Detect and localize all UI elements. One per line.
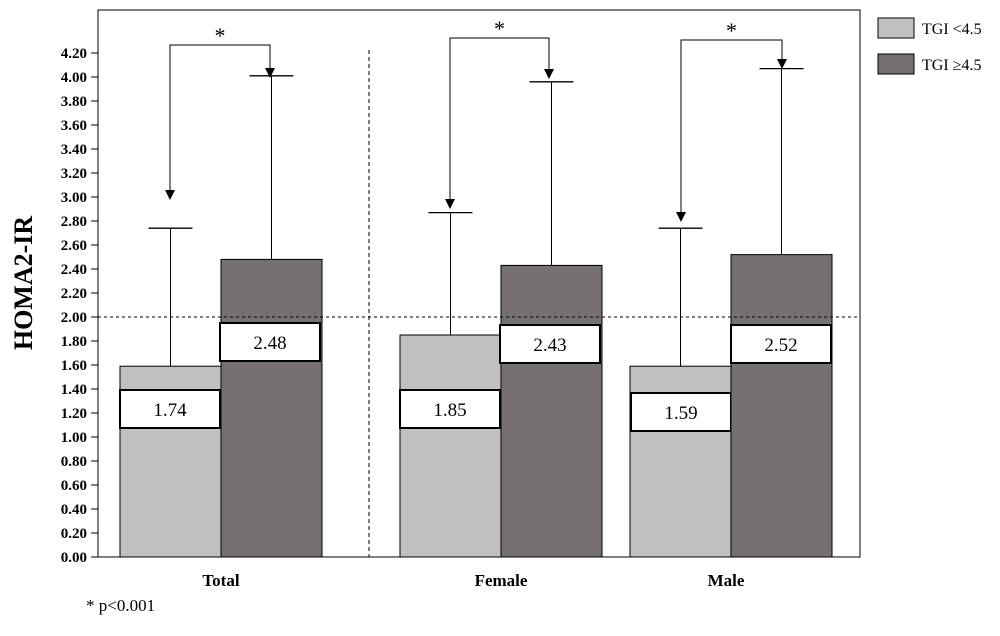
- bar-tgi-high-male: [730, 254, 833, 558]
- arrowhead-icon: [544, 69, 554, 79]
- y-tick-label: 1.80: [61, 334, 87, 350]
- arrowhead-icon: [676, 212, 686, 222]
- value-label: 1.59: [664, 403, 697, 424]
- value-label-box: [119, 389, 221, 429]
- y-tick-label: 2.00: [61, 310, 87, 326]
- arrowhead-icon: [165, 190, 175, 200]
- significance-marker: *: [726, 18, 737, 43]
- y-tick-label: 2.40: [61, 262, 87, 278]
- y-axis-title: HOMA2-IR: [9, 216, 38, 351]
- y-tick-label: 0.80: [61, 454, 87, 470]
- y-tick-label: 4.20: [61, 46, 87, 62]
- footnote: * p<0.001: [86, 596, 155, 615]
- plot-area: 0.00 0.20 0.40 0.60 0.80 1.00 1.20 1.40 1.60 1.80…: [61, 9, 861, 590]
- significance-marker: *: [215, 23, 226, 48]
- bar-tgi-low-female: [399, 334, 502, 558]
- y-tick-label: 1.00: [61, 430, 87, 446]
- y-tick-label: 3.40: [61, 142, 87, 158]
- legend-swatch: [877, 17, 915, 39]
- value-label-box: [499, 324, 601, 364]
- legend-swatch: [877, 53, 915, 75]
- value-label: 1.74: [153, 400, 187, 421]
- y-tick-label: 3.60: [61, 118, 87, 134]
- y-tick-label: 2.20: [61, 286, 87, 302]
- arrowhead-icon: [777, 59, 787, 69]
- value-label-box: [219, 322, 321, 362]
- value-label-box: [730, 324, 832, 364]
- y-tick-label: 0.00: [61, 550, 87, 566]
- y-tick-label: 2.60: [61, 238, 87, 254]
- value-label-box: [399, 389, 501, 429]
- y-tick-label: 0.60: [61, 478, 87, 494]
- value-label: 1.85: [433, 400, 466, 421]
- legend-label: TGI <4.5: [922, 21, 982, 38]
- legend-label: TGI ≥4.5: [922, 57, 981, 74]
- y-tick-label: 1.40: [61, 382, 87, 398]
- y-tick-label: 1.20: [61, 406, 87, 422]
- y-tick-label: 0.40: [61, 502, 87, 518]
- y-tick-label: 4.00: [61, 70, 87, 86]
- category-label: Total: [202, 571, 239, 590]
- bar-tgi-high-female: [500, 264, 603, 558]
- value-label: 2.48: [253, 333, 286, 354]
- value-label: 2.52: [764, 335, 797, 356]
- y-tick-label: 3.00: [61, 190, 87, 206]
- significance-marker: *: [494, 16, 505, 41]
- significance-bracket: [680, 39, 783, 212]
- value-label: 2.43: [533, 335, 566, 356]
- y-tick-label: 3.20: [61, 166, 87, 182]
- significance-bracket: [449, 37, 550, 199]
- bar-tgi-high-total: [220, 258, 323, 558]
- legend: TGI <4.5 TGI ≥4.5: [877, 17, 982, 75]
- y-tick-label: 1.60: [61, 358, 87, 374]
- category-label: Male: [708, 571, 745, 590]
- arrowhead-icon: [445, 199, 455, 209]
- y-tick-label: 0.20: [61, 526, 87, 542]
- significance-bracket: [169, 44, 271, 190]
- y-tick-label: 3.80: [61, 94, 87, 110]
- arrowhead-icon: [265, 68, 275, 78]
- category-label: Female: [475, 571, 528, 590]
- y-tick-label: 2.80: [61, 214, 87, 230]
- value-label-box: [630, 392, 732, 432]
